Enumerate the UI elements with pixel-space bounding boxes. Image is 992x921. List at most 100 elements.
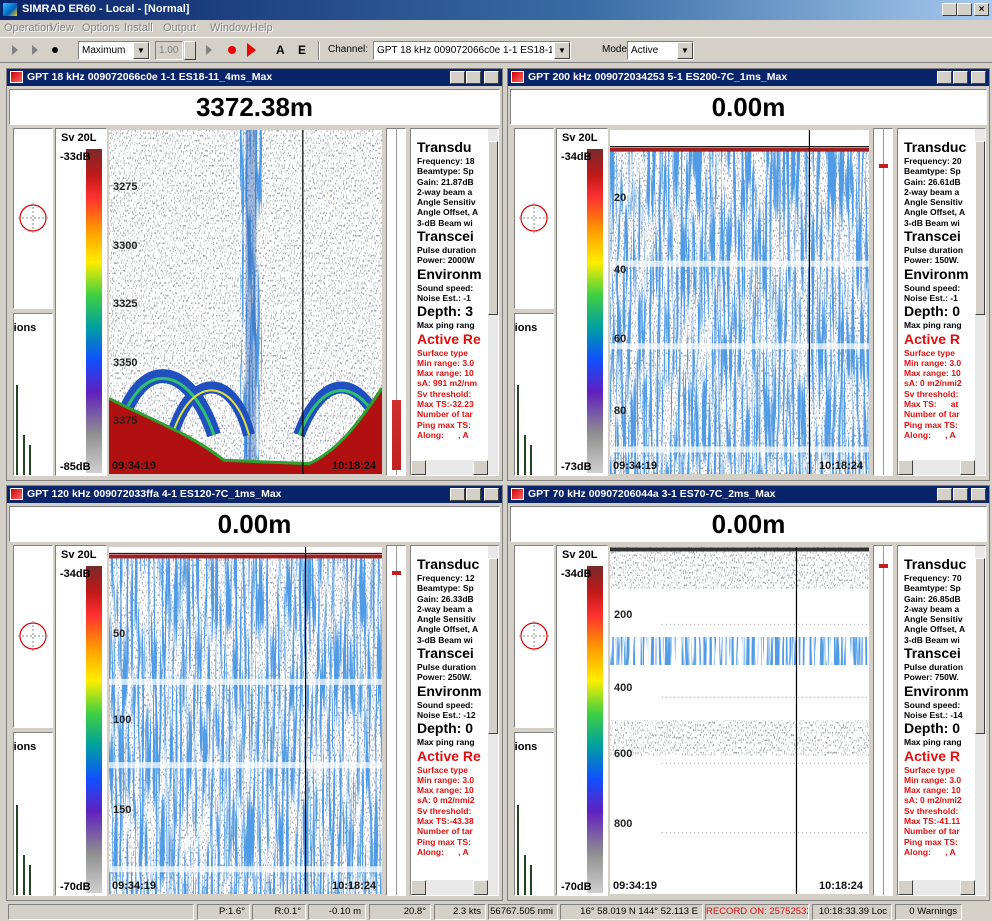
close-button[interactable]: ×: [974, 3, 989, 16]
depth-label: 3325: [113, 298, 137, 310]
pane-maximize[interactable]: [466, 71, 481, 84]
interval-input[interactable]: 1.00: [155, 41, 183, 60]
scroll-left[interactable]: [898, 880, 913, 895]
info-line: Sv threshold:: [904, 806, 975, 816]
echogram-image: [610, 130, 869, 474]
pane-maximize[interactable]: [953, 71, 968, 84]
dropdown-arrow[interactable]: ▼: [677, 42, 693, 59]
menu-item[interactable]: Output: [163, 22, 196, 34]
scroll-thumb[interactable]: [975, 141, 985, 315]
scroll-left[interactable]: [411, 460, 426, 475]
pane-minimize[interactable]: [937, 71, 952, 84]
color-scale-panel: Sv 20L-34dB-73dB: [556, 128, 608, 476]
scroll-left[interactable]: [898, 460, 913, 475]
time-start: 09:34:19: [613, 460, 657, 472]
scroll-thumb[interactable]: [975, 558, 985, 734]
step-icon[interactable]: [32, 45, 38, 55]
minimize-button[interactable]: [942, 3, 957, 16]
maximize-button[interactable]: [957, 3, 972, 16]
pane-minimize[interactable]: [450, 71, 465, 84]
info-line: Angle Sensitiv: [417, 614, 488, 624]
scale-label: Sv 20L: [61, 549, 96, 561]
depth-label: 600: [614, 748, 632, 760]
angle-panel: tions: [13, 313, 53, 476]
echogram-image: [610, 547, 869, 894]
color-bar: [86, 566, 102, 893]
play-icon[interactable]: [12, 45, 18, 55]
spin-button[interactable]: [184, 41, 196, 60]
pane-close[interactable]: [971, 488, 986, 501]
pane-close[interactable]: [484, 71, 499, 84]
info-line: Power: 2000W: [417, 255, 488, 265]
pane-close[interactable]: [484, 488, 499, 501]
angle-bars: [14, 325, 52, 475]
channel-select[interactable]: GPT 18 kHz 009072066c0e 1-1 ES18-11_▼: [373, 41, 571, 60]
scroll-right[interactable]: [473, 460, 488, 475]
pane-close[interactable]: [971, 71, 986, 84]
scroll-right[interactable]: [960, 460, 975, 475]
pane-maximize[interactable]: [466, 488, 481, 501]
scale-bottom: -70dB: [60, 881, 91, 893]
info-heading: Active Re: [417, 748, 488, 765]
menu-item[interactable]: Window: [210, 22, 249, 34]
compass: [14, 606, 52, 666]
pane-title: GPT 200 kHz 009072034253 5-1 ES200-7C_1m…: [528, 71, 931, 83]
info-line: 2-way beam a: [904, 187, 975, 197]
info-line: 3-dB Beam wi: [904, 218, 975, 228]
info-line: Min range: 3.0: [417, 358, 488, 368]
info-line: sA: 0 m2/nmi2: [904, 795, 975, 805]
color-bar: [86, 149, 102, 473]
pane-minimize[interactable]: [937, 488, 952, 501]
scale-top: -34dB: [561, 568, 592, 580]
info-line: Beamtype: Sp: [417, 166, 488, 176]
status-cell: 20.8°: [369, 904, 431, 920]
menu-item[interactable]: Help: [250, 22, 273, 34]
tool-button[interactable]: E: [298, 43, 306, 57]
echogram-pane: GPT 18 kHz 009072066c0e 1-1 ES18-11_4ms_…: [6, 68, 503, 481]
info-line: Ping max TS:: [904, 420, 975, 430]
scroll-left[interactable]: [411, 880, 426, 895]
info-line: Number of tar: [904, 409, 975, 419]
scroll-right[interactable]: [473, 880, 488, 895]
compass: [515, 606, 553, 666]
info-line: Ping max TS:: [417, 837, 488, 847]
tool-button[interactable]: A: [276, 43, 285, 57]
scroll-thumb[interactable]: [488, 558, 498, 734]
info-line: Surface type: [417, 348, 488, 358]
status-cell: 16° 58.019 N 144° 52.113 E: [560, 904, 703, 920]
pane-maximize[interactable]: [953, 488, 968, 501]
info-line: sA: 0 m2/nmi2: [904, 378, 975, 388]
menu-item[interactable]: View: [50, 22, 74, 34]
record-icon[interactable]: [228, 46, 236, 54]
info-line: 3-dB Beam wi: [417, 635, 488, 645]
pane-title-bar: GPT 200 kHz 009072034253 5-1 ES200-7C_1m…: [508, 69, 989, 86]
info-line: Beamtype: Sp: [904, 166, 975, 176]
record-play-icon[interactable]: [247, 43, 256, 57]
scroll-thumb[interactable]: [488, 141, 498, 315]
info-line: Max TS: at: [904, 399, 975, 409]
run-icon[interactable]: [206, 45, 212, 55]
scale-label: Sv 20L: [562, 549, 597, 561]
compass-panel: [13, 128, 53, 309]
info-line: Angle Offset, A: [417, 207, 488, 217]
pane-title: GPT 70 kHz 00907206044a 3-1 ES70-7C_2ms_…: [528, 488, 931, 500]
record-dot[interactable]: [52, 47, 58, 53]
depth-label: 400: [614, 682, 632, 694]
menu-item[interactable]: Options: [82, 22, 120, 34]
depth-header: 3372.38m: [9, 89, 500, 125]
echogram: 2040608009:34:1910:18:24: [610, 130, 869, 474]
menu-item[interactable]: Operation: [4, 22, 52, 34]
dropdown-arrow[interactable]: ▼: [133, 42, 149, 59]
backscatter-speckle: [610, 547, 869, 589]
info-heading: Depth: 0: [904, 720, 975, 737]
pane-minimize[interactable]: [450, 488, 465, 501]
info-line: Power: 250W.: [417, 672, 488, 682]
ping-mode-select[interactable]: Maximum▼: [78, 41, 150, 60]
info-heading: Depth: 0: [417, 720, 488, 737]
scroll-right[interactable]: [960, 880, 975, 895]
dropdown-arrow[interactable]: ▼: [554, 42, 570, 59]
menu-item[interactable]: Install: [124, 22, 153, 34]
mode-select[interactable]: Active▼: [627, 41, 694, 60]
